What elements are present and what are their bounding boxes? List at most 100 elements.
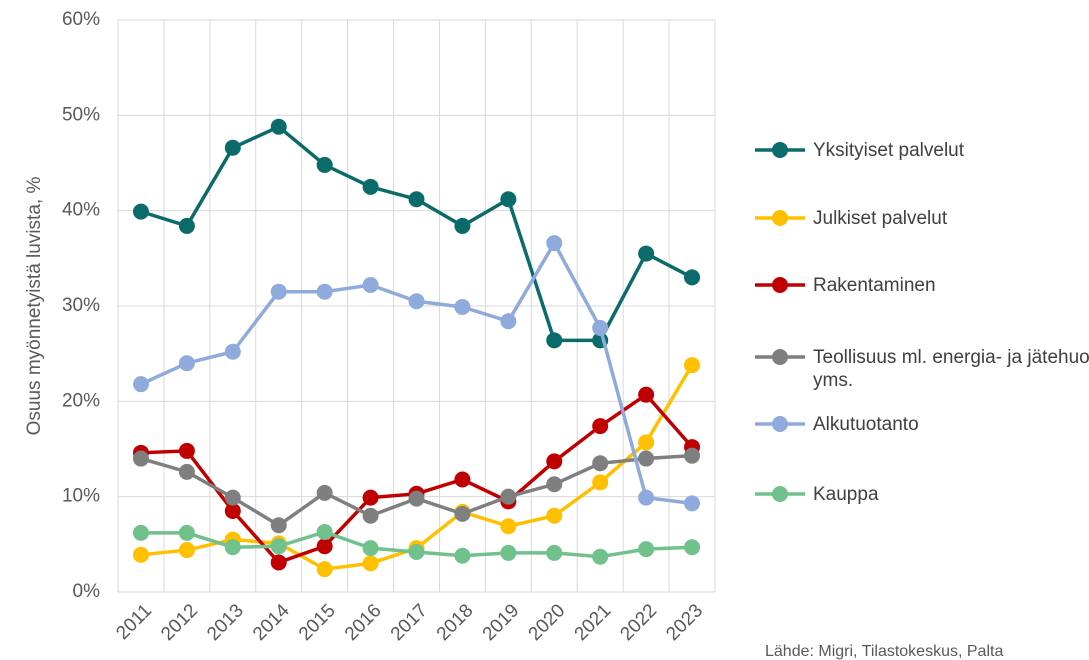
point	[316, 156, 333, 173]
point	[362, 178, 379, 195]
point	[546, 507, 563, 524]
point	[178, 524, 195, 541]
y-tick-label: 60%	[62, 9, 100, 30]
y-tick-label: 20%	[62, 390, 100, 411]
x-tick-label: 2013	[203, 600, 248, 645]
point	[178, 355, 195, 372]
point	[638, 450, 655, 467]
point	[316, 484, 333, 501]
point	[178, 217, 195, 234]
legend-item: Julkiset palvelut	[755, 207, 1089, 230]
point	[362, 277, 379, 294]
x-tick-label: 2021	[571, 600, 616, 645]
y-axis-label: Osuus myönnetyistä luvista, %	[24, 177, 45, 436]
point	[270, 283, 287, 300]
point	[224, 539, 241, 556]
point	[546, 235, 563, 252]
point	[362, 489, 379, 506]
point	[362, 507, 379, 524]
point	[178, 442, 195, 459]
x-tick-label: 2017	[387, 600, 432, 645]
x-tick-label: 2022	[616, 600, 661, 645]
x-tick-label: 2012	[157, 600, 202, 645]
point	[132, 524, 149, 541]
point	[316, 561, 333, 578]
x-tick-label: 2018	[433, 600, 478, 645]
point	[592, 455, 609, 472]
legend-swatch	[755, 142, 805, 158]
point	[454, 505, 471, 522]
point	[224, 489, 241, 506]
legend-item: Alkutuotanto	[755, 413, 1089, 436]
point	[546, 332, 563, 349]
series-line	[140, 392, 694, 565]
point	[178, 463, 195, 480]
point	[132, 546, 149, 563]
point	[316, 523, 333, 540]
point	[270, 118, 287, 135]
point	[454, 298, 471, 315]
y-tick-label: 0%	[73, 581, 101, 602]
x-tick-label: 2023	[662, 600, 707, 645]
point	[408, 543, 425, 560]
point	[500, 518, 517, 535]
point	[684, 357, 701, 374]
point	[638, 434, 655, 451]
legend-swatch	[755, 486, 805, 502]
point	[546, 476, 563, 493]
point	[316, 538, 333, 555]
x-tick-label: 2011	[112, 600, 156, 644]
legend-label: Julkiset palvelut	[813, 208, 948, 229]
point	[592, 319, 609, 336]
legend-label: Kauppa	[813, 484, 879, 505]
x-tick-label: 2015	[295, 600, 340, 645]
point	[684, 539, 701, 556]
point	[270, 554, 287, 571]
point	[408, 293, 425, 310]
y-tick-label: 50%	[62, 104, 100, 125]
point	[362, 540, 379, 557]
point	[684, 269, 701, 286]
point	[454, 471, 471, 488]
legend-label: Alkutuotanto	[813, 414, 919, 435]
y-tick-label: 10%	[62, 486, 100, 507]
y-tick-label: 30%	[62, 295, 100, 316]
point	[500, 313, 517, 330]
point	[316, 283, 333, 300]
point	[454, 217, 471, 234]
point	[408, 191, 425, 208]
point	[132, 376, 149, 393]
point	[500, 191, 517, 208]
legend-label: Teollisuus ml. energia- ja jätehuolto ym…	[813, 347, 1089, 391]
legend-item: Yksityiset palvelut	[755, 139, 1089, 162]
source: Lähde: Migri, Tilastokeskus, Palta	[765, 643, 1003, 660]
point	[592, 474, 609, 491]
point	[132, 203, 149, 220]
point	[684, 447, 701, 464]
legend-item: Rakentaminen	[755, 274, 1089, 297]
point	[270, 517, 287, 534]
point	[592, 418, 609, 435]
series-line	[140, 239, 693, 506]
legend-swatch	[755, 416, 805, 432]
x-tick-label: 2019	[479, 600, 524, 645]
point	[224, 502, 241, 519]
point	[638, 386, 655, 403]
point	[684, 495, 701, 512]
point	[500, 544, 517, 561]
point	[408, 490, 425, 507]
point	[638, 541, 655, 558]
legend-swatch	[755, 349, 805, 365]
point	[638, 245, 655, 262]
point	[638, 489, 655, 506]
point	[132, 450, 149, 467]
point	[178, 542, 195, 559]
point	[270, 538, 287, 555]
legend-label: Yksityiset palvelut	[813, 140, 965, 161]
point	[500, 488, 517, 505]
legend-swatch	[755, 277, 805, 293]
point	[454, 547, 471, 564]
point	[546, 544, 563, 561]
